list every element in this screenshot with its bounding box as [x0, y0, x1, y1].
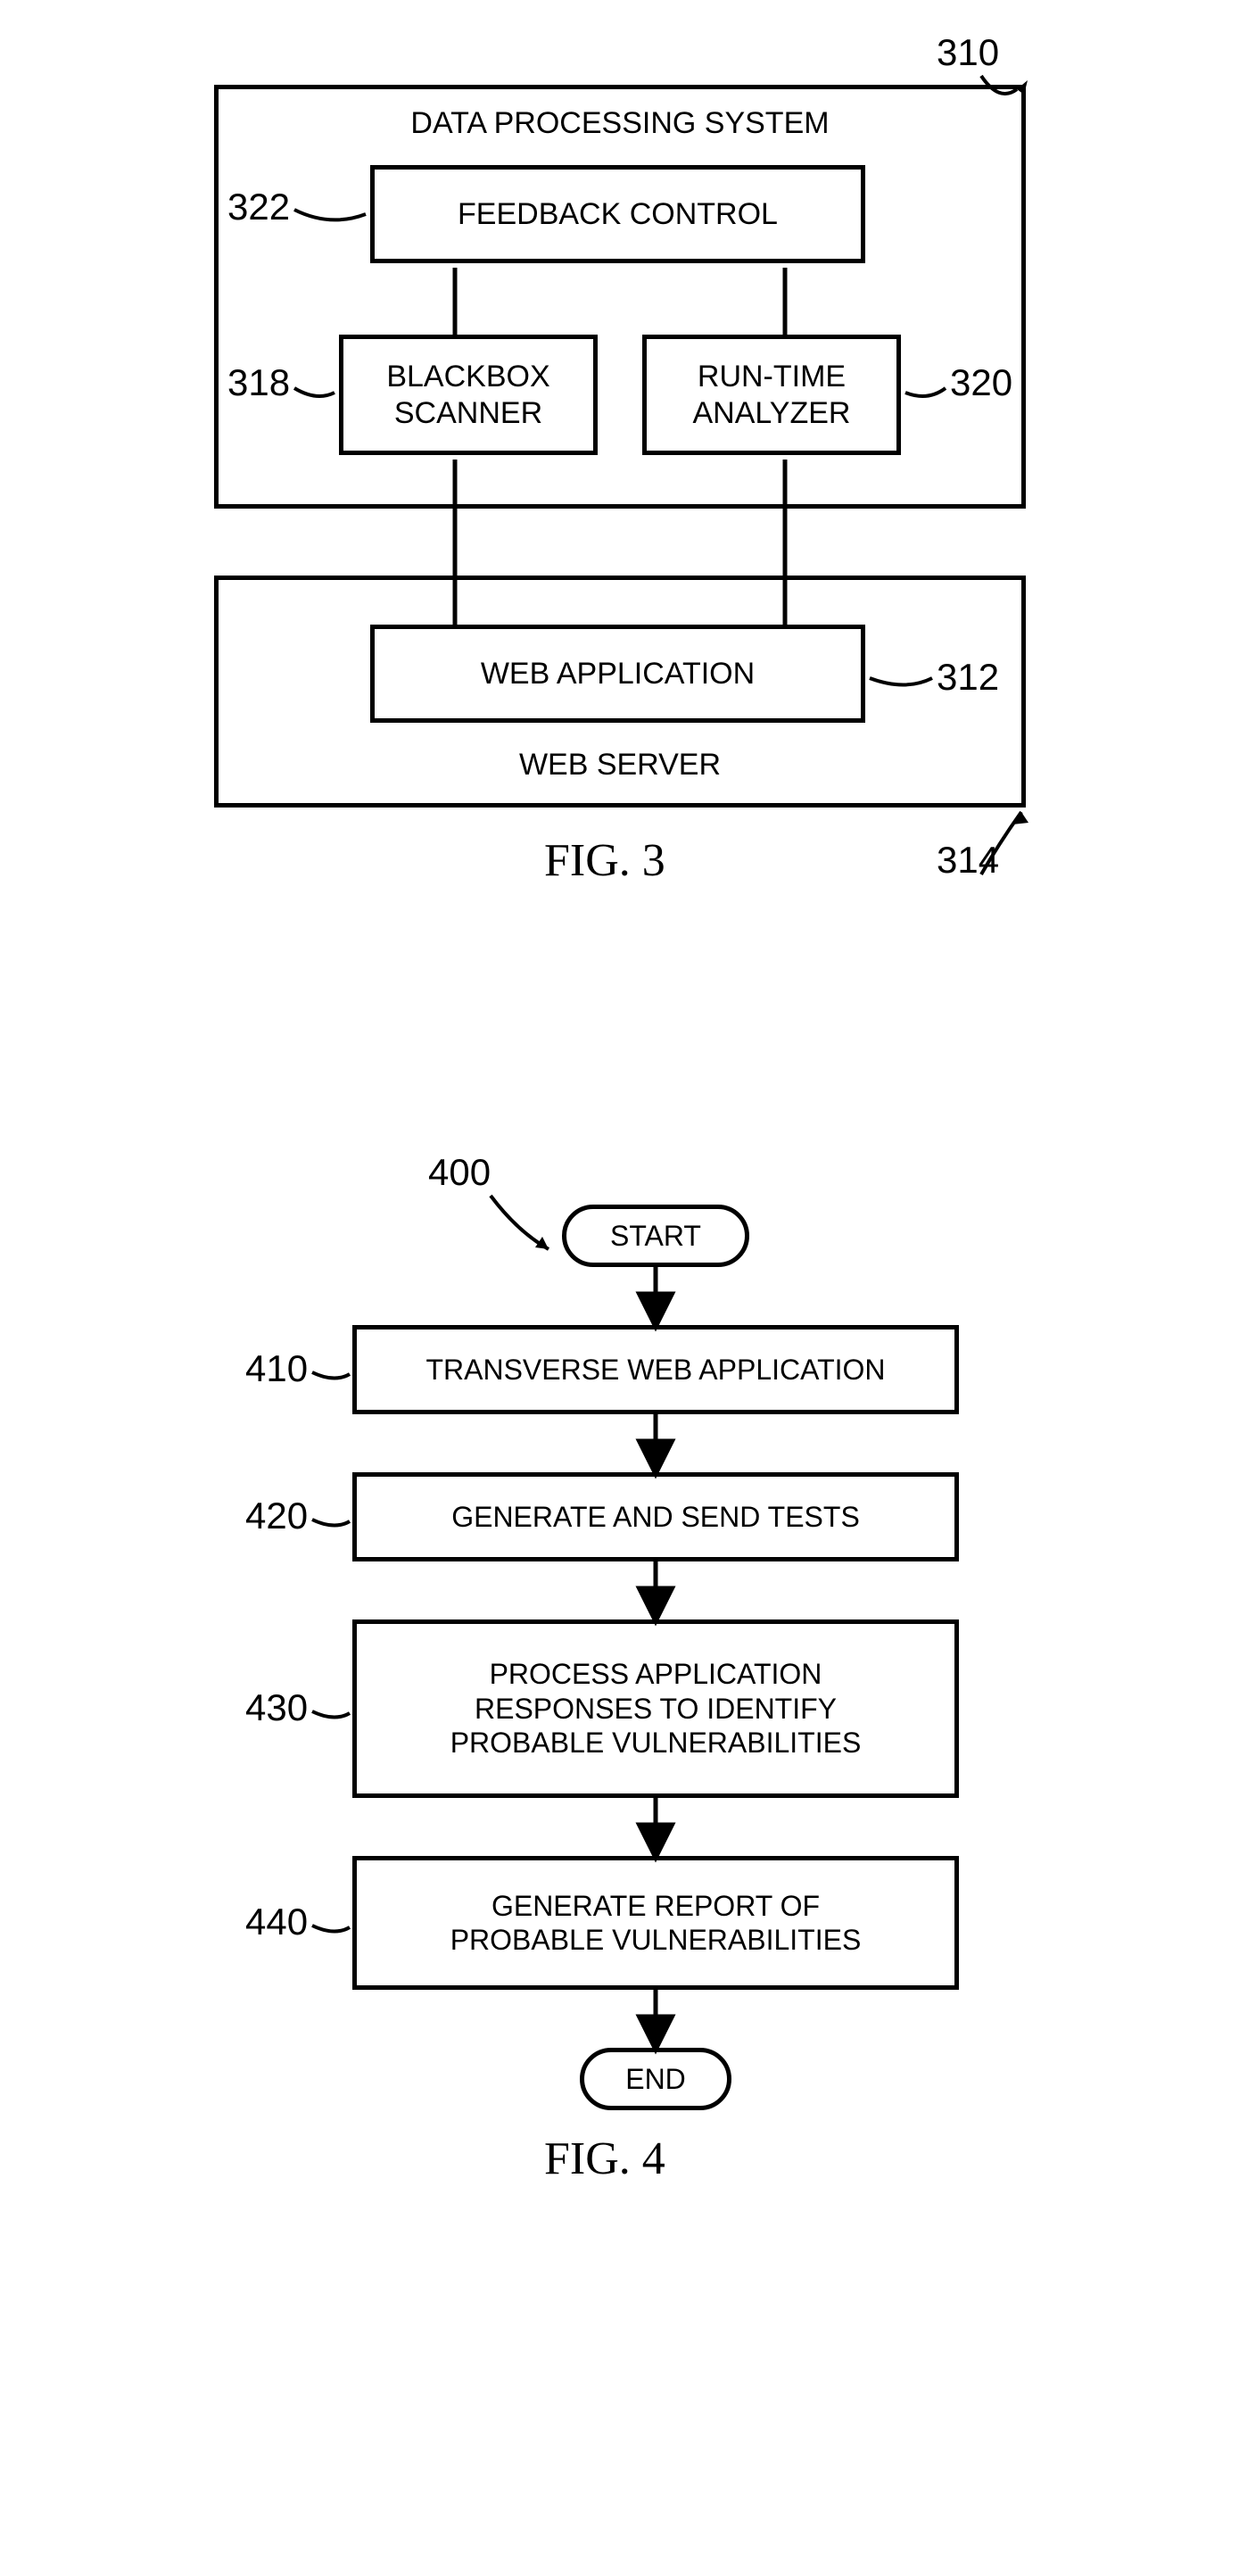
fig4-step-410: TRANSVERSE WEB APPLICATION [352, 1325, 959, 1414]
fig3-blackbox-label: BLACKBOX SCANNER [386, 359, 549, 432]
fig4-end: END [580, 2048, 731, 2110]
fig4-step-440: GENERATE REPORT OF PROBABLE VULNERABILIT… [352, 1856, 959, 1990]
fig3-web-application-box: WEB APPLICATION [370, 625, 865, 723]
fig3-webapp-label: WEB APPLICATION [481, 656, 755, 692]
fig4-step-420: GENERATE AND SEND TESTS [352, 1472, 959, 1561]
fig3-analyzer-label: RUN-TIME ANALYZER [693, 359, 851, 432]
fig3-caption: FIG. 3 [544, 834, 665, 887]
fig4-ref-420: 420 [245, 1495, 308, 1537]
fig3-ref-322: 322 [227, 186, 290, 228]
fig3-feedback-control-box: FEEDBACK CONTROL [370, 165, 865, 263]
fig4-step-410-label: TRANSVERSE WEB APPLICATION [425, 1353, 885, 1387]
fig3-dps-title: DATA PROCESSING SYSTEM [410, 105, 829, 142]
fig3-webserver-title: WEB SERVER [519, 747, 721, 783]
fig3-feedback-label: FEEDBACK CONTROL [458, 196, 778, 233]
fig3-blackbox-scanner-box: BLACKBOX SCANNER [339, 335, 598, 455]
fig3-ref-312: 312 [937, 656, 999, 699]
fig4-step-420-label: GENERATE AND SEND TESTS [451, 1500, 860, 1534]
fig3-ref-318: 318 [227, 361, 290, 404]
fig4-start: START [562, 1205, 749, 1267]
page: DATA PROCESSING SYSTEM FEEDBACK CONTROL … [36, 36, 1203, 2540]
fig3-data-processing-system-box: DATA PROCESSING SYSTEM [214, 85, 1026, 509]
fig4-step-430-label: PROCESS APPLICATION RESPONSES TO IDENTIF… [450, 1657, 862, 1760]
fig3-ref-314: 314 [937, 839, 999, 882]
fig4-ref-400: 400 [428, 1151, 491, 1194]
fig4-ref-410: 410 [245, 1347, 308, 1390]
fig4-ref-440: 440 [245, 1901, 308, 1943]
fig4-start-label: START [610, 1220, 701, 1253]
fig3-analyzer-box: RUN-TIME ANALYZER [642, 335, 901, 455]
fig3-ref-320: 320 [950, 361, 1012, 404]
fig4-caption: FIG. 4 [544, 2133, 665, 2185]
fig3-ref-310: 310 [937, 31, 999, 74]
fig4-end-label: END [625, 2063, 686, 2096]
fig4-ref-430: 430 [245, 1686, 308, 1729]
fig4-step-430: PROCESS APPLICATION RESPONSES TO IDENTIF… [352, 1619, 959, 1798]
fig4-step-440-label: GENERATE REPORT OF PROBABLE VULNERABILIT… [450, 1889, 862, 1958]
